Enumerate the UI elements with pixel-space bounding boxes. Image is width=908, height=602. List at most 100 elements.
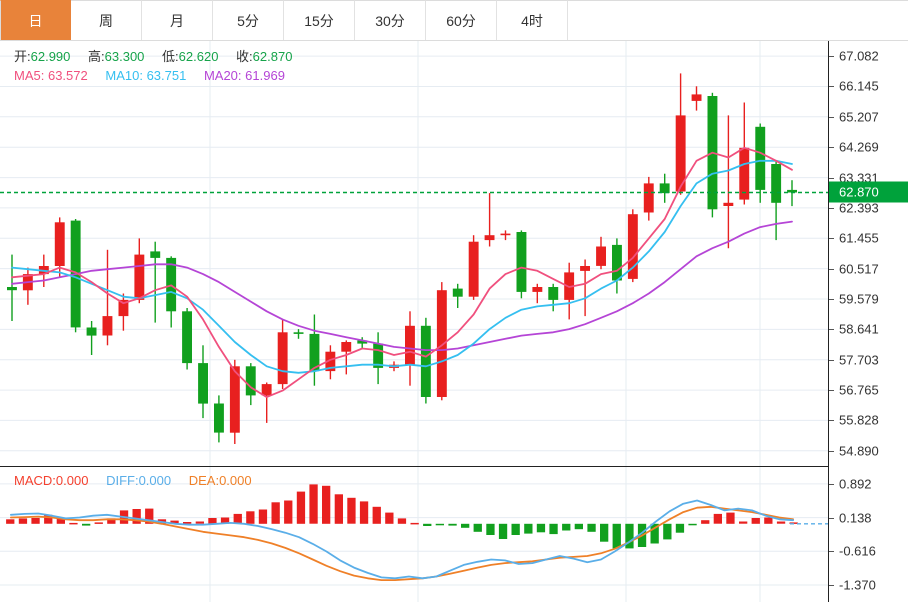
tab-label: 周 (99, 12, 113, 29)
macd-tick-mark (829, 483, 834, 485)
tab-2[interactable]: 月 (142, 0, 213, 40)
macd-item: MACD:0.000 (14, 473, 88, 488)
candle-body (787, 189, 797, 193)
macd-bar (473, 523, 482, 532)
tab-label: 5分 (237, 12, 259, 29)
price-tick-mark (829, 359, 834, 361)
price-tick-mark (829, 420, 834, 422)
macd-bar (511, 523, 520, 535)
candle-body (452, 288, 463, 297)
tab-4[interactable]: 15分 (284, 0, 355, 40)
candle-body (691, 94, 702, 101)
candle-body (198, 363, 208, 404)
macd-tick-mark (829, 585, 834, 586)
timeframe-tab-bar: 日 周 月 5分 15分 30分 60分 4时 (0, 0, 908, 41)
price-tick-label: 59.579 (839, 291, 879, 307)
axis-separator-line (828, 41, 829, 602)
price-tick-label: 67.082 (839, 48, 879, 64)
candle-body (261, 384, 272, 396)
macd-value: 0.000 (55, 473, 89, 488)
macd-bar (688, 523, 697, 526)
macd-bar (132, 509, 141, 524)
macd-bar (18, 518, 28, 524)
candle-group (7, 73, 797, 444)
price-tick-label: 54.890 (839, 443, 879, 459)
price-tick-mark (829, 177, 834, 179)
price-tick-mark (829, 86, 834, 88)
price-tick-mark (829, 116, 834, 118)
dea-label: DEA: (188, 473, 220, 488)
macd-bar (423, 523, 432, 526)
price-tick-label: 56.765 (839, 382, 879, 398)
candle-body (484, 235, 495, 241)
macd-bar (56, 517, 65, 524)
tab-7[interactable]: 4时 (497, 0, 568, 40)
macd-bar (31, 518, 40, 524)
dea-item: DEA:0.000 (189, 473, 252, 488)
price-tick-mark (829, 299, 834, 300)
price-tick-label: 61.455 (839, 230, 879, 246)
macd-tick-label: -1.370 (839, 577, 876, 593)
macd-bar (334, 494, 343, 524)
candle-body (7, 287, 17, 291)
candle-body (214, 403, 224, 433)
price-tick-mark (829, 329, 834, 331)
macd-bar (359, 501, 369, 524)
tab-label: 4时 (521, 12, 543, 29)
tab-label: 30分 (375, 12, 405, 29)
panel-divider (0, 466, 828, 467)
candle-body (739, 147, 750, 200)
macd-bar (562, 523, 571, 531)
tab-3[interactable]: 5分 (213, 0, 284, 40)
price-tick-label: 66.145 (839, 78, 879, 94)
price-tick-mark (829, 147, 834, 149)
price-tick-mark (829, 450, 834, 452)
macd-bar (410, 522, 419, 525)
macd-bar (233, 513, 242, 524)
macd-bar (6, 519, 15, 524)
tab-label: 15分 (304, 12, 334, 29)
macd-bar (536, 523, 546, 533)
candle-body (86, 327, 97, 336)
macd-bar (347, 497, 356, 524)
price-tick-mark (829, 390, 834, 392)
candle-body (548, 287, 559, 300)
ma20-line (11, 220, 793, 352)
macd-bar (107, 518, 116, 524)
price-chart-panel[interactable] (0, 41, 828, 466)
macd-bar (726, 512, 735, 524)
macd-bar (435, 523, 444, 526)
price-tick-label: 58.641 (839, 321, 879, 337)
tab-bar-filler (568, 0, 908, 40)
macd-bar (208, 518, 217, 524)
macd-bar (498, 523, 508, 539)
macd-bar (385, 512, 394, 524)
candle-body (405, 325, 415, 365)
candle-body (293, 332, 304, 334)
macd-bar (309, 484, 318, 524)
tab-0[interactable]: 日 (0, 0, 71, 40)
macd-bar (587, 523, 596, 532)
macd-tick-mark (829, 517, 834, 519)
price-chart-svg (0, 41, 828, 466)
candle-body (118, 299, 129, 317)
tab-5[interactable]: 30分 (355, 0, 426, 40)
candle-body (309, 333, 320, 372)
candle-body (134, 254, 145, 300)
candle-body (755, 126, 766, 190)
macd-bar (271, 502, 280, 524)
macd-bar (170, 520, 179, 524)
macd-bar (524, 523, 533, 534)
macd-bar (625, 523, 634, 549)
macd-tick-label: 0.138 (839, 510, 872, 526)
macd-bar (675, 523, 685, 533)
macd-legend: MACD:0.000 DIFF:0.000 DEA:0.000 (14, 471, 266, 490)
tab-label: 日 (28, 12, 43, 29)
macd-bar (448, 523, 457, 526)
candle-body (420, 325, 431, 397)
macd-chart-panel[interactable]: MACD:0.000 DIFF:0.000 DEA:0.000 (0, 467, 828, 602)
candle-body (532, 287, 543, 292)
tab-label: 月 (170, 12, 184, 29)
tab-6[interactable]: 60分 (426, 0, 497, 40)
tab-1[interactable]: 周 (71, 0, 142, 40)
